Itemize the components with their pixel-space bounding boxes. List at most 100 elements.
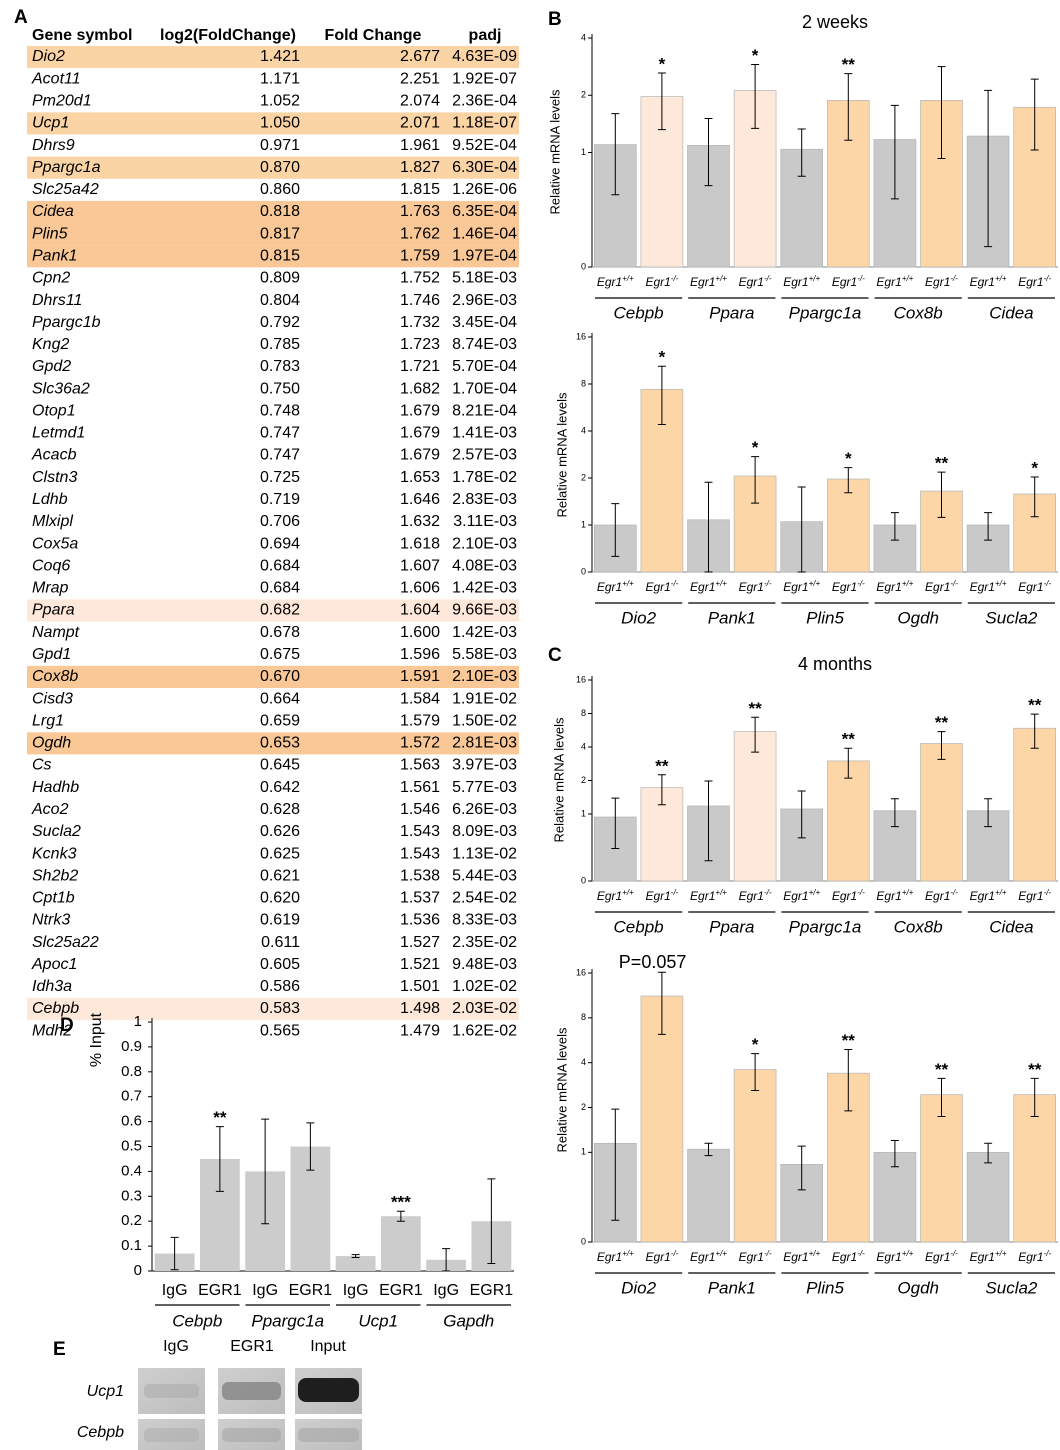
table-cell: 0.860	[260, 181, 300, 198]
gene-symbol: Sucla2	[32, 823, 81, 840]
genotype-sup: -/-	[857, 1249, 865, 1258]
genotype-label: Egr1-/-	[1018, 579, 1051, 594]
genotype-name: Egr1	[645, 275, 670, 289]
group-label: Sucla2	[985, 608, 1038, 627]
genotype-name: Egr1	[739, 889, 764, 903]
significance: *	[752, 438, 759, 457]
genotype-label: Egr1+/+	[970, 888, 1007, 903]
table-cell: 0.664	[260, 690, 300, 707]
table-cell: 0.748	[260, 402, 300, 419]
table-cell: 1.421	[260, 48, 300, 65]
table-cell: 0.586	[260, 978, 300, 995]
table-cell: 1.732	[400, 314, 440, 331]
genotype-sup: +/+	[902, 888, 914, 897]
group-label: Ppara	[709, 303, 754, 322]
genotype-name: Egr1	[876, 580, 901, 594]
error-bar	[657, 72, 666, 131]
error-bar	[396, 1210, 405, 1222]
bar	[640, 995, 684, 1243]
gene-symbol: Dhrs9	[32, 137, 75, 154]
genotype-name: Egr1	[783, 1250, 808, 1264]
row-highlight	[27, 223, 519, 246]
genotype-name: Egr1	[739, 1250, 764, 1264]
annotation: P=0.057	[619, 952, 687, 972]
table-cell: 1.679	[400, 402, 440, 419]
genotype-sup: +/+	[809, 579, 821, 588]
gene-symbol: Aco2	[31, 801, 69, 818]
table-cell: 1.498	[400, 1000, 440, 1017]
row-highlight	[27, 665, 519, 688]
table-cell: 1.536	[400, 912, 440, 929]
bar	[335, 1256, 376, 1271]
gene-symbol: Plin5	[32, 225, 68, 242]
genotype-name: Egr1	[970, 275, 995, 289]
genotype-name: Egr1	[876, 1250, 901, 1264]
gene-symbol: Slc25a42	[32, 181, 99, 198]
group-label: Pank1	[708, 608, 756, 627]
gene-symbol: Cidea	[32, 203, 74, 220]
group-label: Ppargc1a	[789, 303, 862, 322]
row-highlight	[27, 599, 519, 622]
table-cell: 0.678	[260, 624, 300, 641]
gene-symbol: Gpd2	[32, 358, 71, 375]
table-cell: 0.653	[260, 735, 300, 752]
gene-symbol: Dio2	[32, 48, 65, 65]
group-label: Gapdh	[443, 1311, 494, 1330]
table-cell: 1.561	[400, 779, 440, 796]
genotype-sup: +/+	[622, 274, 634, 283]
table-cell: 1.543	[400, 845, 440, 862]
error-bar	[657, 774, 666, 806]
significance: **	[1028, 1060, 1042, 1079]
chart-title: 2 weeks	[802, 12, 868, 32]
error-bar	[797, 128, 806, 177]
genotype-label: Egr1+/+	[690, 274, 727, 289]
error-bar	[751, 456, 760, 504]
table-cell: 0.750	[260, 380, 300, 397]
table-cell: 0.565	[260, 1022, 300, 1039]
table-cell: 3.97E-03	[452, 757, 517, 774]
genotype-sup: +/+	[622, 579, 634, 588]
gene-symbol: Dhrs11	[32, 292, 82, 309]
table-cell: 1.501	[400, 978, 440, 995]
table-cell: 1.02E-02	[452, 978, 517, 995]
gene-symbol: Pank1	[32, 247, 77, 264]
genotype-label: Egr1+/+	[783, 888, 820, 903]
genotype-label: Egr1+/+	[970, 579, 1007, 594]
table-cell: 1.653	[400, 469, 440, 486]
genotype-name: Egr1	[1018, 275, 1043, 289]
error-bar	[751, 1053, 760, 1092]
table-cell: 0.626	[260, 823, 300, 840]
bar	[826, 478, 870, 573]
panel-label: A	[14, 7, 28, 28]
error-bar	[984, 798, 993, 828]
table-cell: 0.659	[260, 712, 300, 729]
genotype-sup: +/+	[809, 888, 821, 897]
genotype-name: Egr1	[690, 889, 715, 903]
table-cell: 1.78E-02	[452, 469, 517, 486]
y-tick-label: 1	[134, 1013, 142, 1030]
gene-symbol: Mdh2	[32, 1022, 72, 1039]
genotype-label: Egr1+/+	[970, 274, 1007, 289]
table-cell: 1.591	[400, 668, 440, 685]
group-label: Cidea	[989, 917, 1033, 936]
table-cell: 1.607	[400, 557, 440, 574]
genotype-label: Egr1+/+	[597, 579, 634, 594]
genotype-name: Egr1	[739, 275, 764, 289]
genotype-name: Egr1	[925, 275, 950, 289]
table-cell: 2.251	[400, 70, 440, 87]
genotype-sup: +/+	[995, 1249, 1007, 1258]
group-label: Ppara	[709, 917, 754, 936]
error-bar	[984, 512, 993, 541]
table-cell: 9.48E-03	[452, 956, 517, 973]
genotype-label: Egr1+/+	[690, 579, 727, 594]
gene-symbol: Cox5a	[32, 535, 78, 552]
error-bar	[1030, 1077, 1039, 1118]
bar	[966, 1151, 1010, 1243]
bar	[687, 1148, 730, 1243]
table-cell: 2.10E-03	[452, 535, 517, 552]
genotype-label: Egr1-/-	[1018, 274, 1051, 289]
row-highlight	[27, 45, 519, 69]
category-label: EGR1	[470, 1282, 514, 1299]
table-cell: 0.725	[260, 469, 300, 486]
